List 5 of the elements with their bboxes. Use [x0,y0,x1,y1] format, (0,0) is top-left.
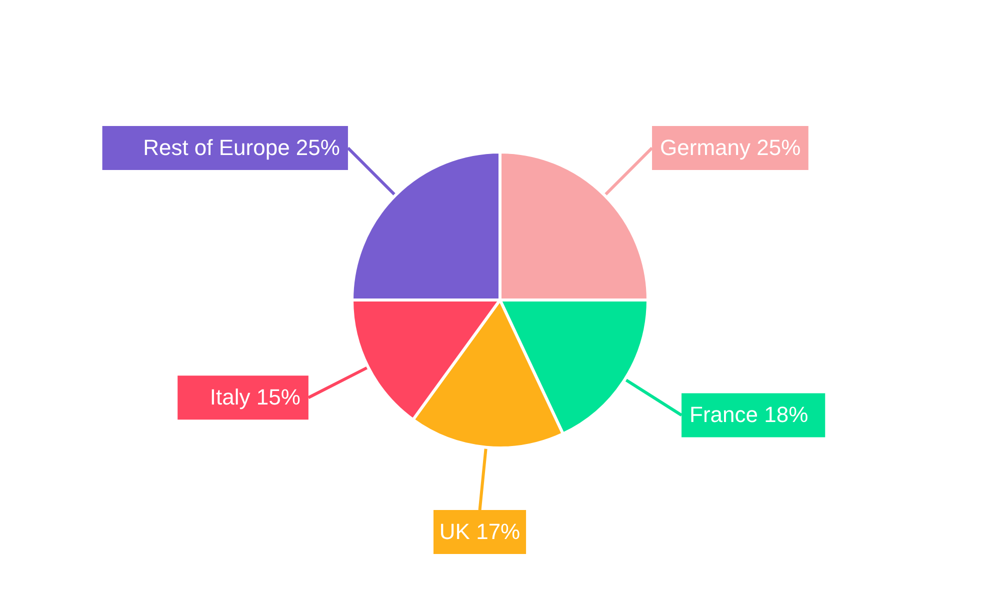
slice-label: Italy 15% [210,384,300,410]
slice-label: Rest of Europe 25% [143,134,340,160]
slice-label: France 18% [690,402,808,428]
slice-label: UK 17% [439,519,520,544]
slice-label: Germany 25% [660,134,801,160]
